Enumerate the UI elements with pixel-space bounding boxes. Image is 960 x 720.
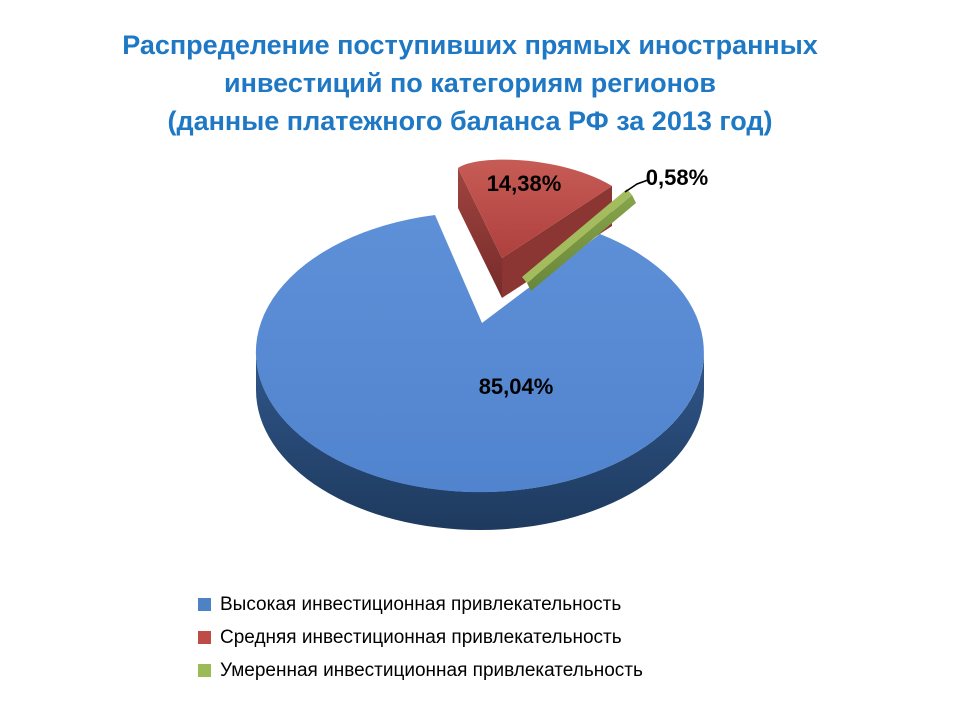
data-label-green: 0,58% xyxy=(645,165,709,190)
legend-swatch-red xyxy=(198,631,211,644)
data-label-blue: 85,04% xyxy=(478,374,554,399)
legend-swatch-blue xyxy=(198,598,211,611)
pie-slice-red-top xyxy=(458,159,612,258)
legend-item-high: Высокая инвестиционная привлекательность xyxy=(198,588,643,621)
pie-slice-red-side-left xyxy=(458,168,502,298)
pie-slice-green-side xyxy=(527,195,636,291)
chart-title-line-2: инвестиций по категориям регионов xyxy=(224,68,716,98)
chart-title: Распределение поступивших прямых иностра… xyxy=(0,26,940,140)
pie-slice-red-side-right xyxy=(502,186,612,298)
chart-title-line-3: (данные платежного баланса РФ за 2013 го… xyxy=(167,106,773,136)
pie-slice-blue-top xyxy=(255,215,704,493)
chart-title-line-1: Распределение поступивших прямых иностра… xyxy=(122,30,818,60)
legend: Высокая инвестиционная привлекательность… xyxy=(198,588,643,687)
data-label-red: 14,38% xyxy=(486,171,562,196)
legend-item-medium: Средняя инвестиционная привлекательность xyxy=(198,621,643,654)
legend-label-medium: Средняя инвестиционная привлекательность xyxy=(220,626,622,648)
pie-slice-blue-side xyxy=(256,352,704,530)
legend-label-moderate: Умеренная инвестиционная привлекательнос… xyxy=(220,659,643,681)
label-leader-line xyxy=(624,179,649,193)
pie-slice-green-top xyxy=(522,189,632,283)
legend-item-moderate: Умеренная инвестиционная привлекательнос… xyxy=(198,654,643,687)
legend-swatch-green xyxy=(198,664,211,677)
legend-label-high: Высокая инвестиционная привлекательность xyxy=(220,593,622,615)
